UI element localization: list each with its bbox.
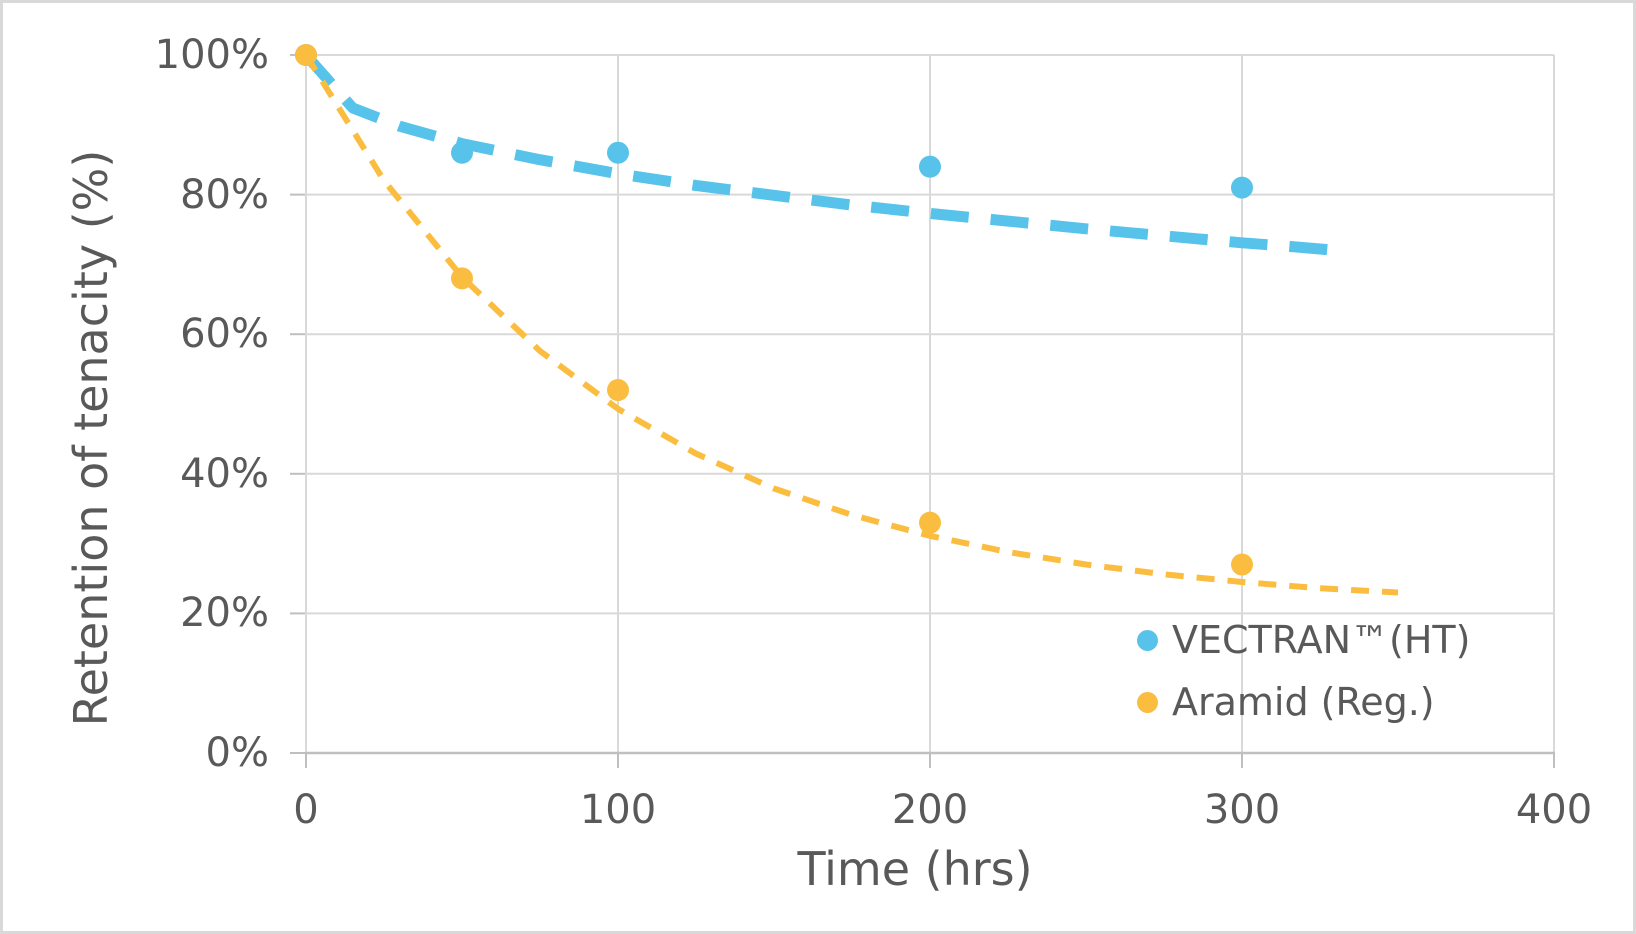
marker-vectran-ht-300: [1231, 176, 1253, 199]
marker-aramid-reg-300: [1231, 553, 1253, 576]
x-tick-label-300: 300: [1203, 787, 1281, 833]
trend-line-aramid-reg: [303, 53, 1399, 596]
marker-vectran-ht-200: [919, 155, 941, 178]
y-tick-label-80%: 80%: [180, 171, 269, 218]
marker-aramid-reg-50: [451, 267, 473, 290]
x-axis-title: Time (hrs): [797, 842, 1033, 896]
x-tick-label-400: 400: [1515, 787, 1593, 833]
plot-area: [290, 44, 1555, 768]
y-tick-label-100%: 100%: [154, 32, 269, 78]
x-tick-label-0: 0: [293, 787, 319, 833]
y-axis-title: Retention of tenacity (%): [64, 149, 118, 727]
legend-item-vectran-ht: VECTRAN™(HT): [1137, 609, 1470, 671]
marker-aramid-reg-0: [295, 44, 317, 66]
legend: VECTRAN™(HT) Aramid (Reg.): [1137, 609, 1470, 733]
trend-line-vectran-ht: [301, 51, 1337, 256]
marker-aramid-reg-200: [919, 511, 941, 534]
marker-aramid-reg-100: [607, 379, 629, 402]
legend-marker-icon: [1137, 691, 1158, 713]
legend-marker-icon: [1137, 629, 1158, 651]
marker-vectran-ht-100: [607, 141, 629, 164]
legend-label: Aramid (Reg.): [1172, 680, 1435, 724]
y-tick-label-60%: 60%: [180, 311, 269, 358]
y-tick-label-0%: 0%: [205, 730, 269, 776]
x-tick-label-200: 200: [891, 787, 969, 833]
legend-item-aramid-reg: Aramid (Reg.): [1137, 671, 1470, 733]
x-tick-label-100: 100: [579, 787, 657, 833]
y-tick-label-20%: 20%: [180, 590, 269, 637]
y-tick-label-40%: 40%: [180, 450, 269, 497]
marker-vectran-ht-50: [451, 141, 473, 164]
legend-label: VECTRAN™(HT): [1172, 618, 1471, 662]
